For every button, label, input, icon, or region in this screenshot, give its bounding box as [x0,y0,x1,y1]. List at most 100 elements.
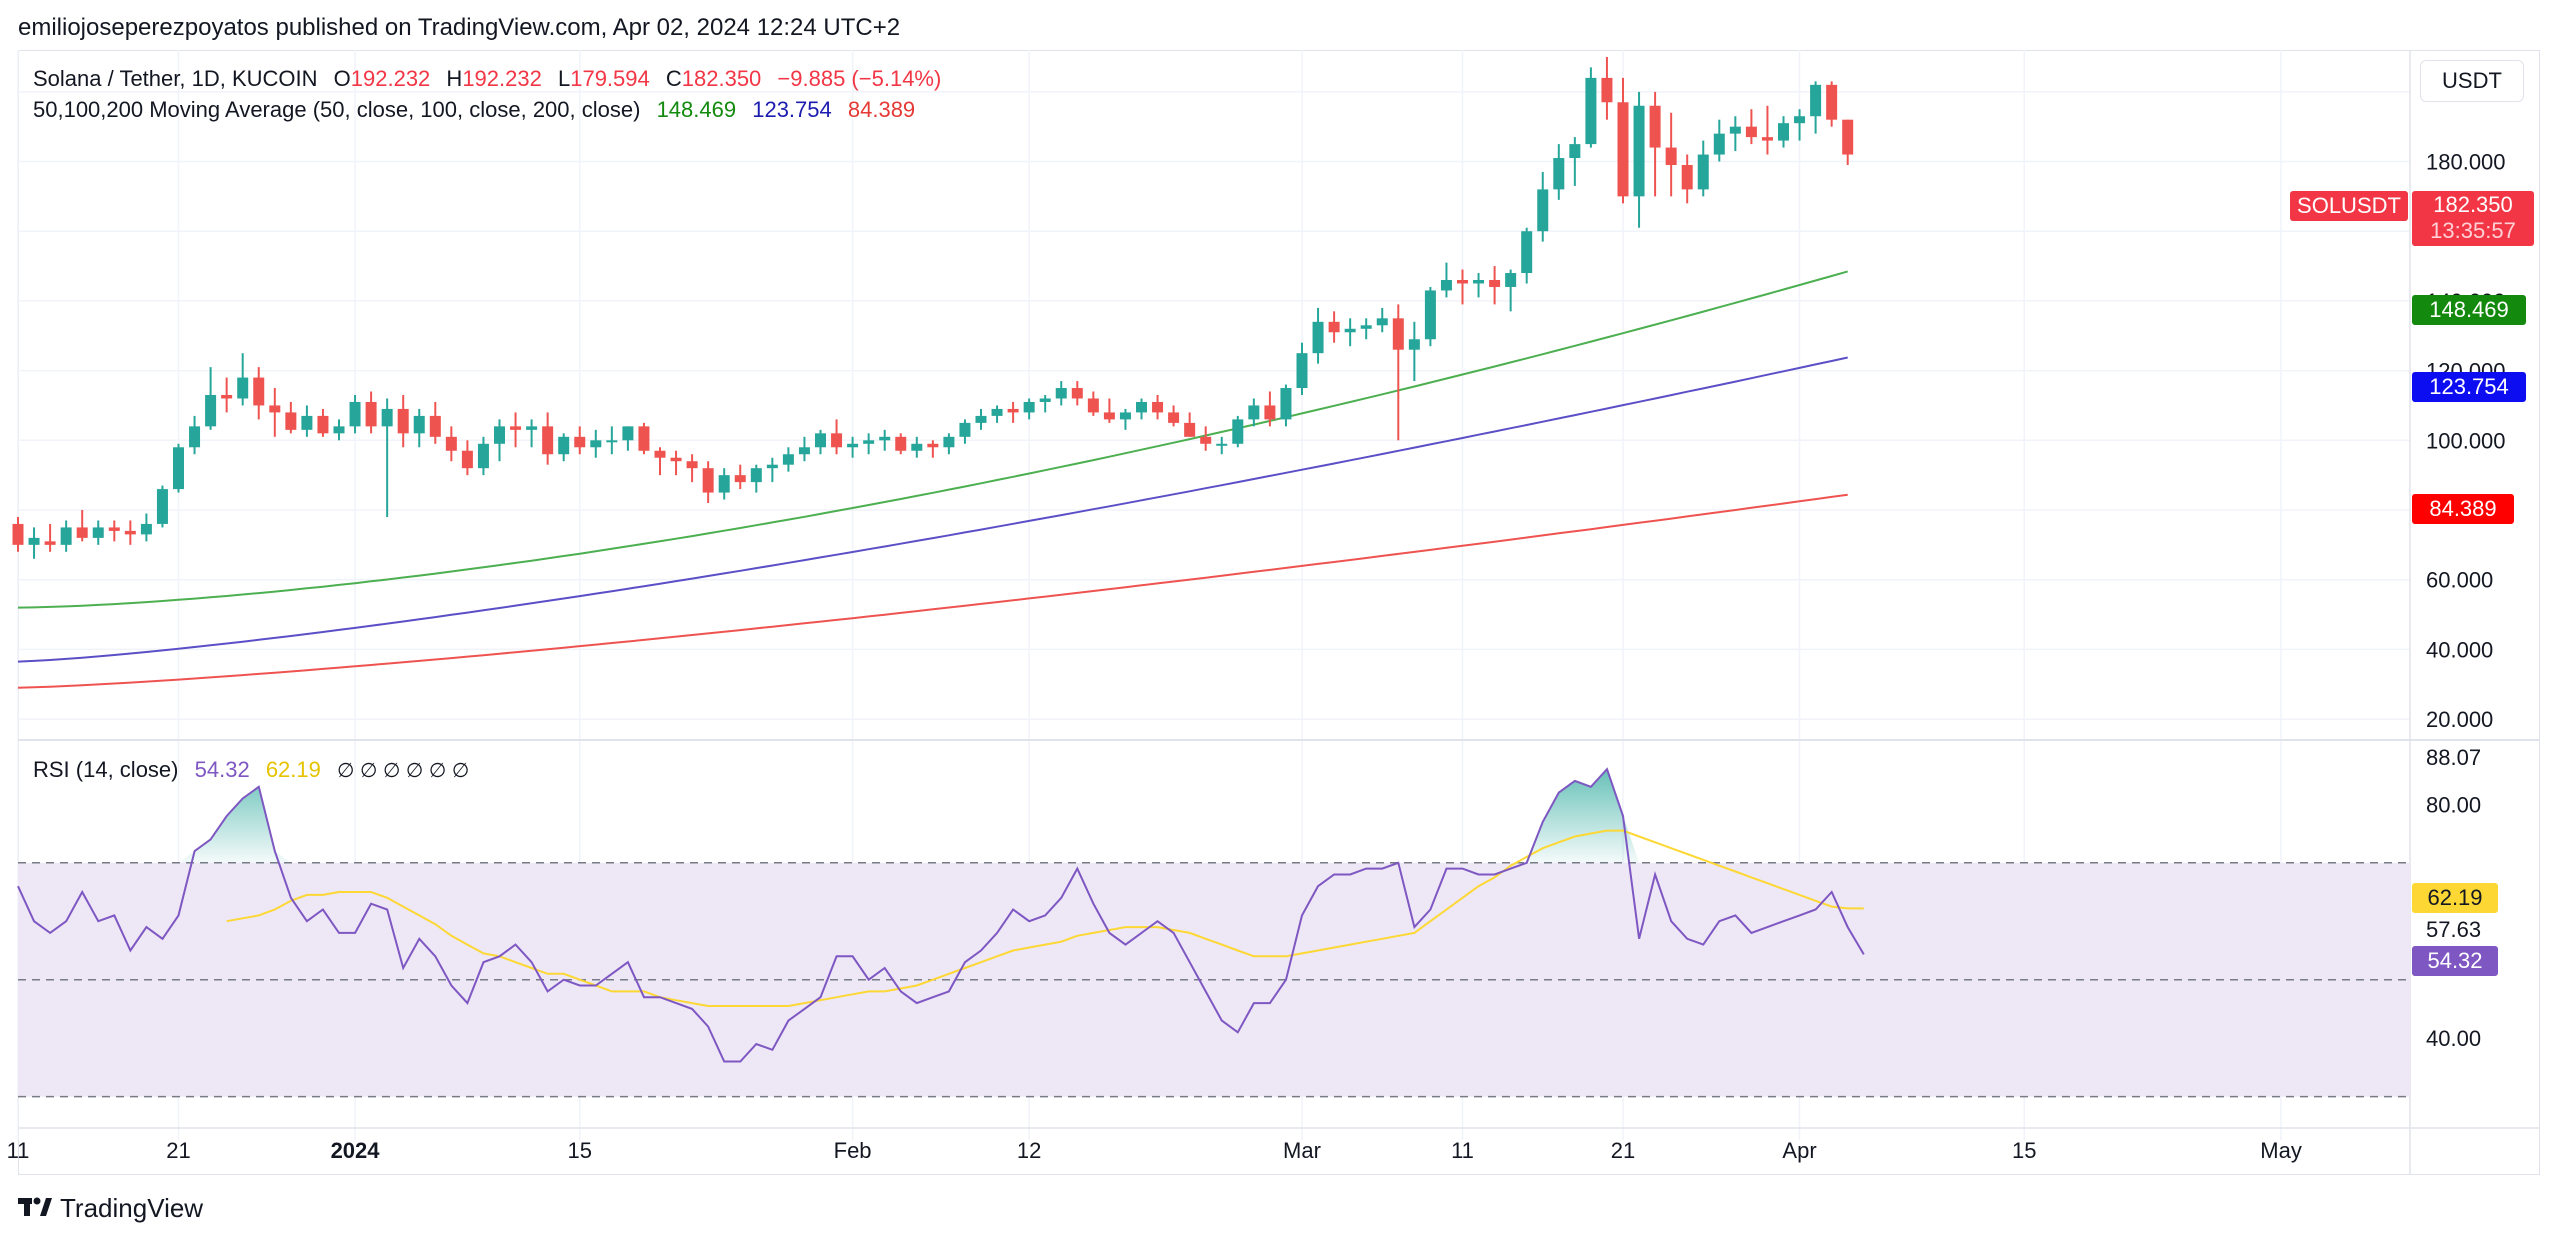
candle-body [1232,419,1244,444]
price-axis-label: 100.000 [2426,428,2506,453]
candle-body [975,415,987,423]
ma200-tag: 84.389 [2412,494,2514,524]
time-axis-label: 12 [1017,1138,1041,1163]
candle-body [301,415,313,430]
ma-50-line [17,270,1848,609]
candle-body [1842,119,1854,155]
candle-body [1457,280,1468,284]
candle-body [60,527,72,545]
candle-body [333,426,345,434]
candle-body [1665,147,1677,165]
candle-body [1039,398,1051,402]
candle-body [1264,405,1276,420]
candle-body [638,426,650,451]
candle-body [285,412,297,430]
symbol-label[interactable]: Solana / Tether, 1D, KUCOIN [33,66,318,91]
candle-body [1778,123,1789,141]
candle-body [1007,408,1019,413]
candle-body [686,461,698,469]
time-axis-label: 15 [568,1138,592,1163]
change-value: −9.885 (−5.14%) [777,66,942,91]
tradingview-wordmark: TradingView [60,1193,204,1223]
tradingview-logo[interactable]: TradingView [18,1193,203,1224]
rsi-title[interactable]: RSI (14, close) [33,757,179,782]
candle-body [445,436,457,451]
rsi-axis-label: 88.07 [2426,745,2481,770]
candle-body [92,527,104,538]
candle-body [558,436,570,455]
rsi-line [17,767,1865,1063]
candle-body [718,475,730,493]
price-legend: Solana / Tether, 1D, KUCOIN O192.232 H19… [33,66,951,92]
candle-body [1826,84,1838,120]
time-axis-label: 2024 [331,1138,381,1163]
time-axis-label: 11 [1451,1138,1474,1163]
candle-body [1280,388,1292,420]
time-axis-label: 21 [1611,1138,1635,1163]
candle-body [590,440,602,448]
candle-body [269,405,281,413]
candle-body [863,440,875,444]
candle-body [1184,422,1196,437]
candle-body [1023,401,1035,413]
candle-body [12,523,24,545]
candle-body [702,468,714,493]
candle-body [1424,290,1436,340]
ma-legend: 50,100,200 Moving Average (50, close, 10… [33,97,925,123]
candle-body [1569,144,1581,159]
candle-body [44,541,56,545]
candle-body [381,408,393,427]
candle-body [205,395,217,427]
candle-body [1103,412,1115,420]
candle-body [429,415,441,437]
candle-body [237,377,249,399]
candle-body [124,530,136,535]
candle-body [670,457,682,462]
ma100-tag: 123.754 [2412,372,2526,402]
candle-body [365,401,377,427]
price-axis-label: 180.000 [2426,150,2506,175]
candle-body [1633,105,1645,197]
candle-body [494,426,505,444]
candle-body [654,450,666,458]
candle-body [221,395,233,399]
candle-body [461,450,473,469]
candle-body [510,426,522,430]
candle-body [28,537,40,545]
candle-body [1713,133,1725,155]
candle-body [1136,401,1147,413]
currency-button[interactable]: USDT [2420,60,2524,102]
candle-body [1729,126,1741,134]
candle-body [1761,137,1773,141]
ma100-value: 123.754 [752,97,832,122]
high-label: H [446,66,463,91]
close-value: 182.350 [681,66,762,91]
candle-body [1553,158,1565,190]
rsi-value: 54.32 [194,757,250,782]
candle-body [734,475,746,483]
rsi-axis-label: 40.00 [2426,1026,2481,1051]
candle-body [574,436,586,448]
candle-body [911,443,923,451]
candle-body [1360,325,1372,329]
candle-body [156,489,168,524]
candle-body [606,440,618,443]
ma-title[interactable]: 50,100,200 Moving Average (50, close, 10… [33,97,641,122]
candle-body [1087,398,1099,413]
time-axis-label: Mar [1283,1138,1321,1163]
last-price-tag: 182.350 13:35:57 [2412,191,2534,246]
candle-body [1489,280,1501,287]
high-value: 192.232 [462,66,542,91]
time-axis-label: 11 [7,1138,30,1163]
candle-body [1521,231,1533,274]
candle-body [959,422,971,437]
candle-body [1601,77,1613,103]
close-label: C [665,66,682,91]
candle-body [927,443,939,448]
candle-body [782,454,794,465]
time-axis-label: 21 [166,1138,190,1163]
ma200-value: 84.389 [847,97,916,122]
candle-body [397,408,409,434]
candle-body [831,433,843,448]
